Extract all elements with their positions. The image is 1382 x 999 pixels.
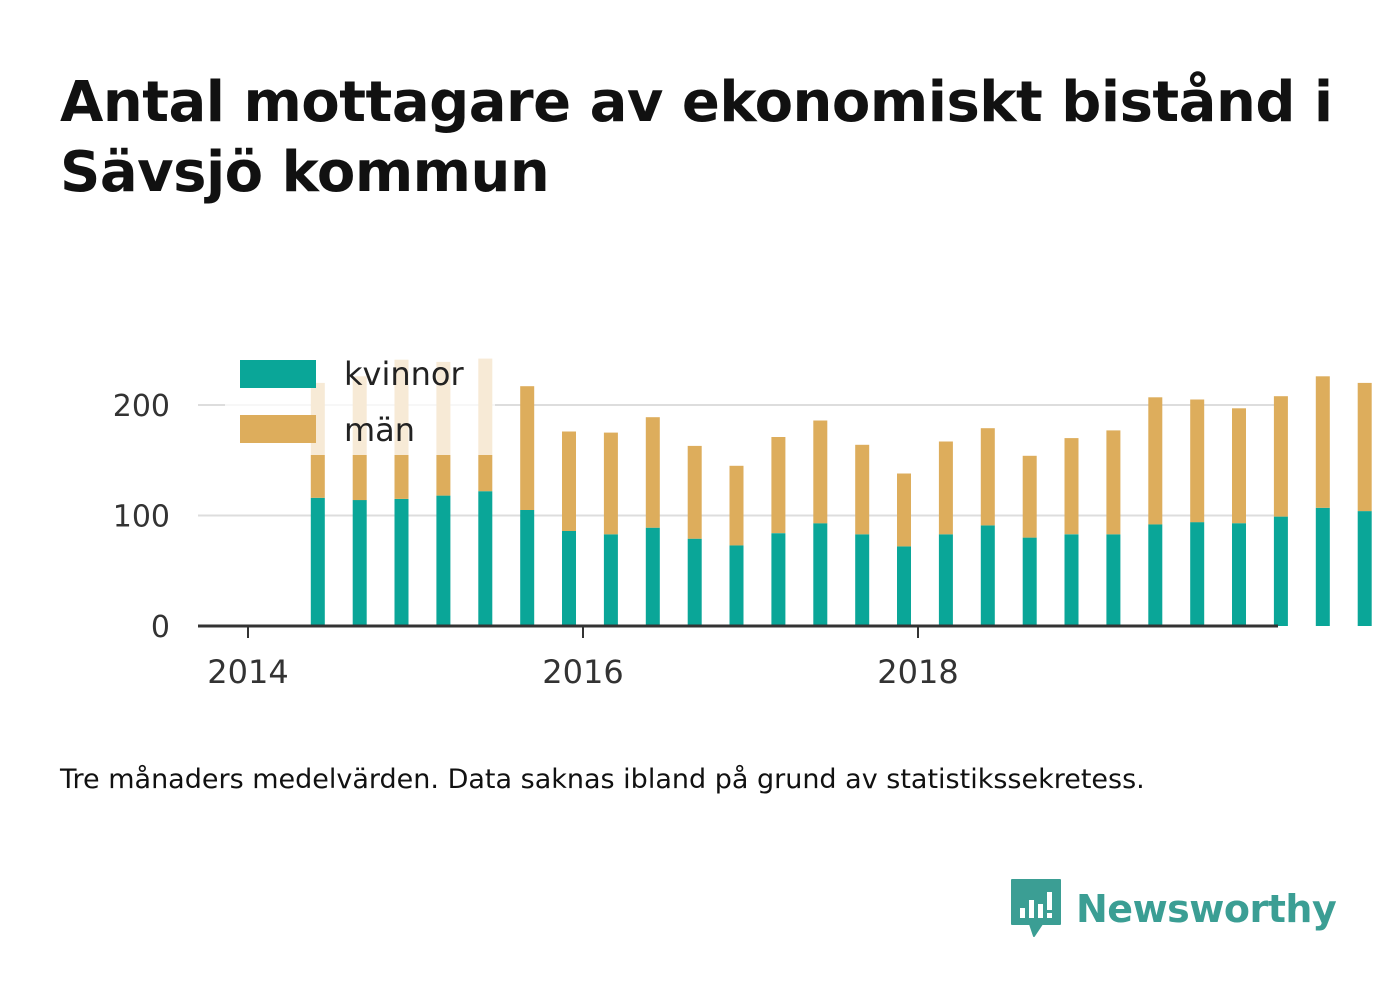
bar-man [938, 441, 953, 535]
bar-kvinnor [520, 510, 535, 626]
bar-man [1106, 430, 1121, 535]
x-axis: 201420162018202120232025 [198, 624, 1382, 691]
bar-man [1148, 397, 1163, 525]
legend-swatch-man [240, 415, 316, 443]
legend-label-kvinnor: kvinnor [344, 355, 465, 393]
x-tick-label: 2021 [1380, 653, 1382, 691]
bar-man [645, 417, 660, 528]
bar-kvinnor [1273, 516, 1288, 626]
y-axis-labels: 0 100 200 [113, 389, 170, 645]
bar-man [687, 445, 702, 539]
bar-man [1315, 376, 1330, 508]
bar-kvinnor [1357, 511, 1372, 626]
bar-kvinnor [394, 498, 409, 626]
bar-kvinnor [855, 534, 870, 626]
bar-kvinnor [310, 497, 325, 626]
bar-man [729, 465, 744, 546]
legend-label-man: män [344, 411, 415, 449]
x-tick-label: 2016 [542, 653, 623, 691]
bar-kvinnor [980, 525, 995, 626]
bar-man [1190, 399, 1205, 523]
bar-kvinnor [1064, 534, 1079, 626]
bar-kvinnor [478, 491, 493, 626]
bar-man [813, 420, 828, 524]
bar-kvinnor [729, 545, 744, 626]
legend-swatch-kvinnor [240, 360, 316, 388]
bar-kvinnor [562, 531, 576, 626]
bar-man [1022, 455, 1037, 538]
x-tick-label: 2018 [877, 653, 958, 691]
bar-man [1357, 382, 1372, 512]
bar-kvinnor [938, 534, 953, 626]
bar-kvinnor [897, 546, 911, 626]
legend: kvinnor män [225, 345, 495, 455]
bar-kvinnor [1315, 507, 1330, 626]
y-tick-label: 0 [151, 610, 170, 645]
bar-kvinnor [771, 533, 786, 626]
bar-man [771, 437, 786, 534]
bar-man [1064, 438, 1079, 535]
bar-kvinnor [1106, 534, 1121, 626]
brand-name: Newsworthy [1076, 887, 1337, 931]
bar-man [980, 428, 995, 526]
newsworthy-logo: Newsworthy [1010, 878, 1337, 940]
x-tick-label: 2014 [207, 653, 288, 691]
bar-kvinnor [352, 500, 367, 626]
bar-man [562, 431, 576, 531]
bar-kvinnor [687, 538, 702, 626]
bar-kvinnor [436, 495, 451, 626]
newsworthy-icon [1011, 879, 1061, 937]
y-tick-label: 100 [113, 500, 170, 535]
bar-kvinnor [1148, 524, 1163, 626]
bar-man [1232, 408, 1246, 524]
bar-man [1273, 396, 1288, 517]
bar-man [520, 386, 535, 510]
bar-kvinnor [1190, 522, 1205, 626]
bar-kvinnor [1022, 537, 1037, 626]
bar-man [603, 432, 618, 535]
chart-title: Antal mottagare av ekonomiskt bistånd i … [60, 70, 1333, 205]
bar-kvinnor [1232, 523, 1246, 626]
bar-kvinnor [603, 534, 618, 626]
bar-kvinnor [645, 527, 660, 626]
bar-kvinnor [813, 523, 828, 626]
bar-man [855, 444, 870, 535]
footnote: Tre månaders medelvärden. Data saknas ib… [60, 764, 1145, 795]
bar-man [897, 473, 911, 547]
y-tick-label: 200 [113, 389, 170, 424]
